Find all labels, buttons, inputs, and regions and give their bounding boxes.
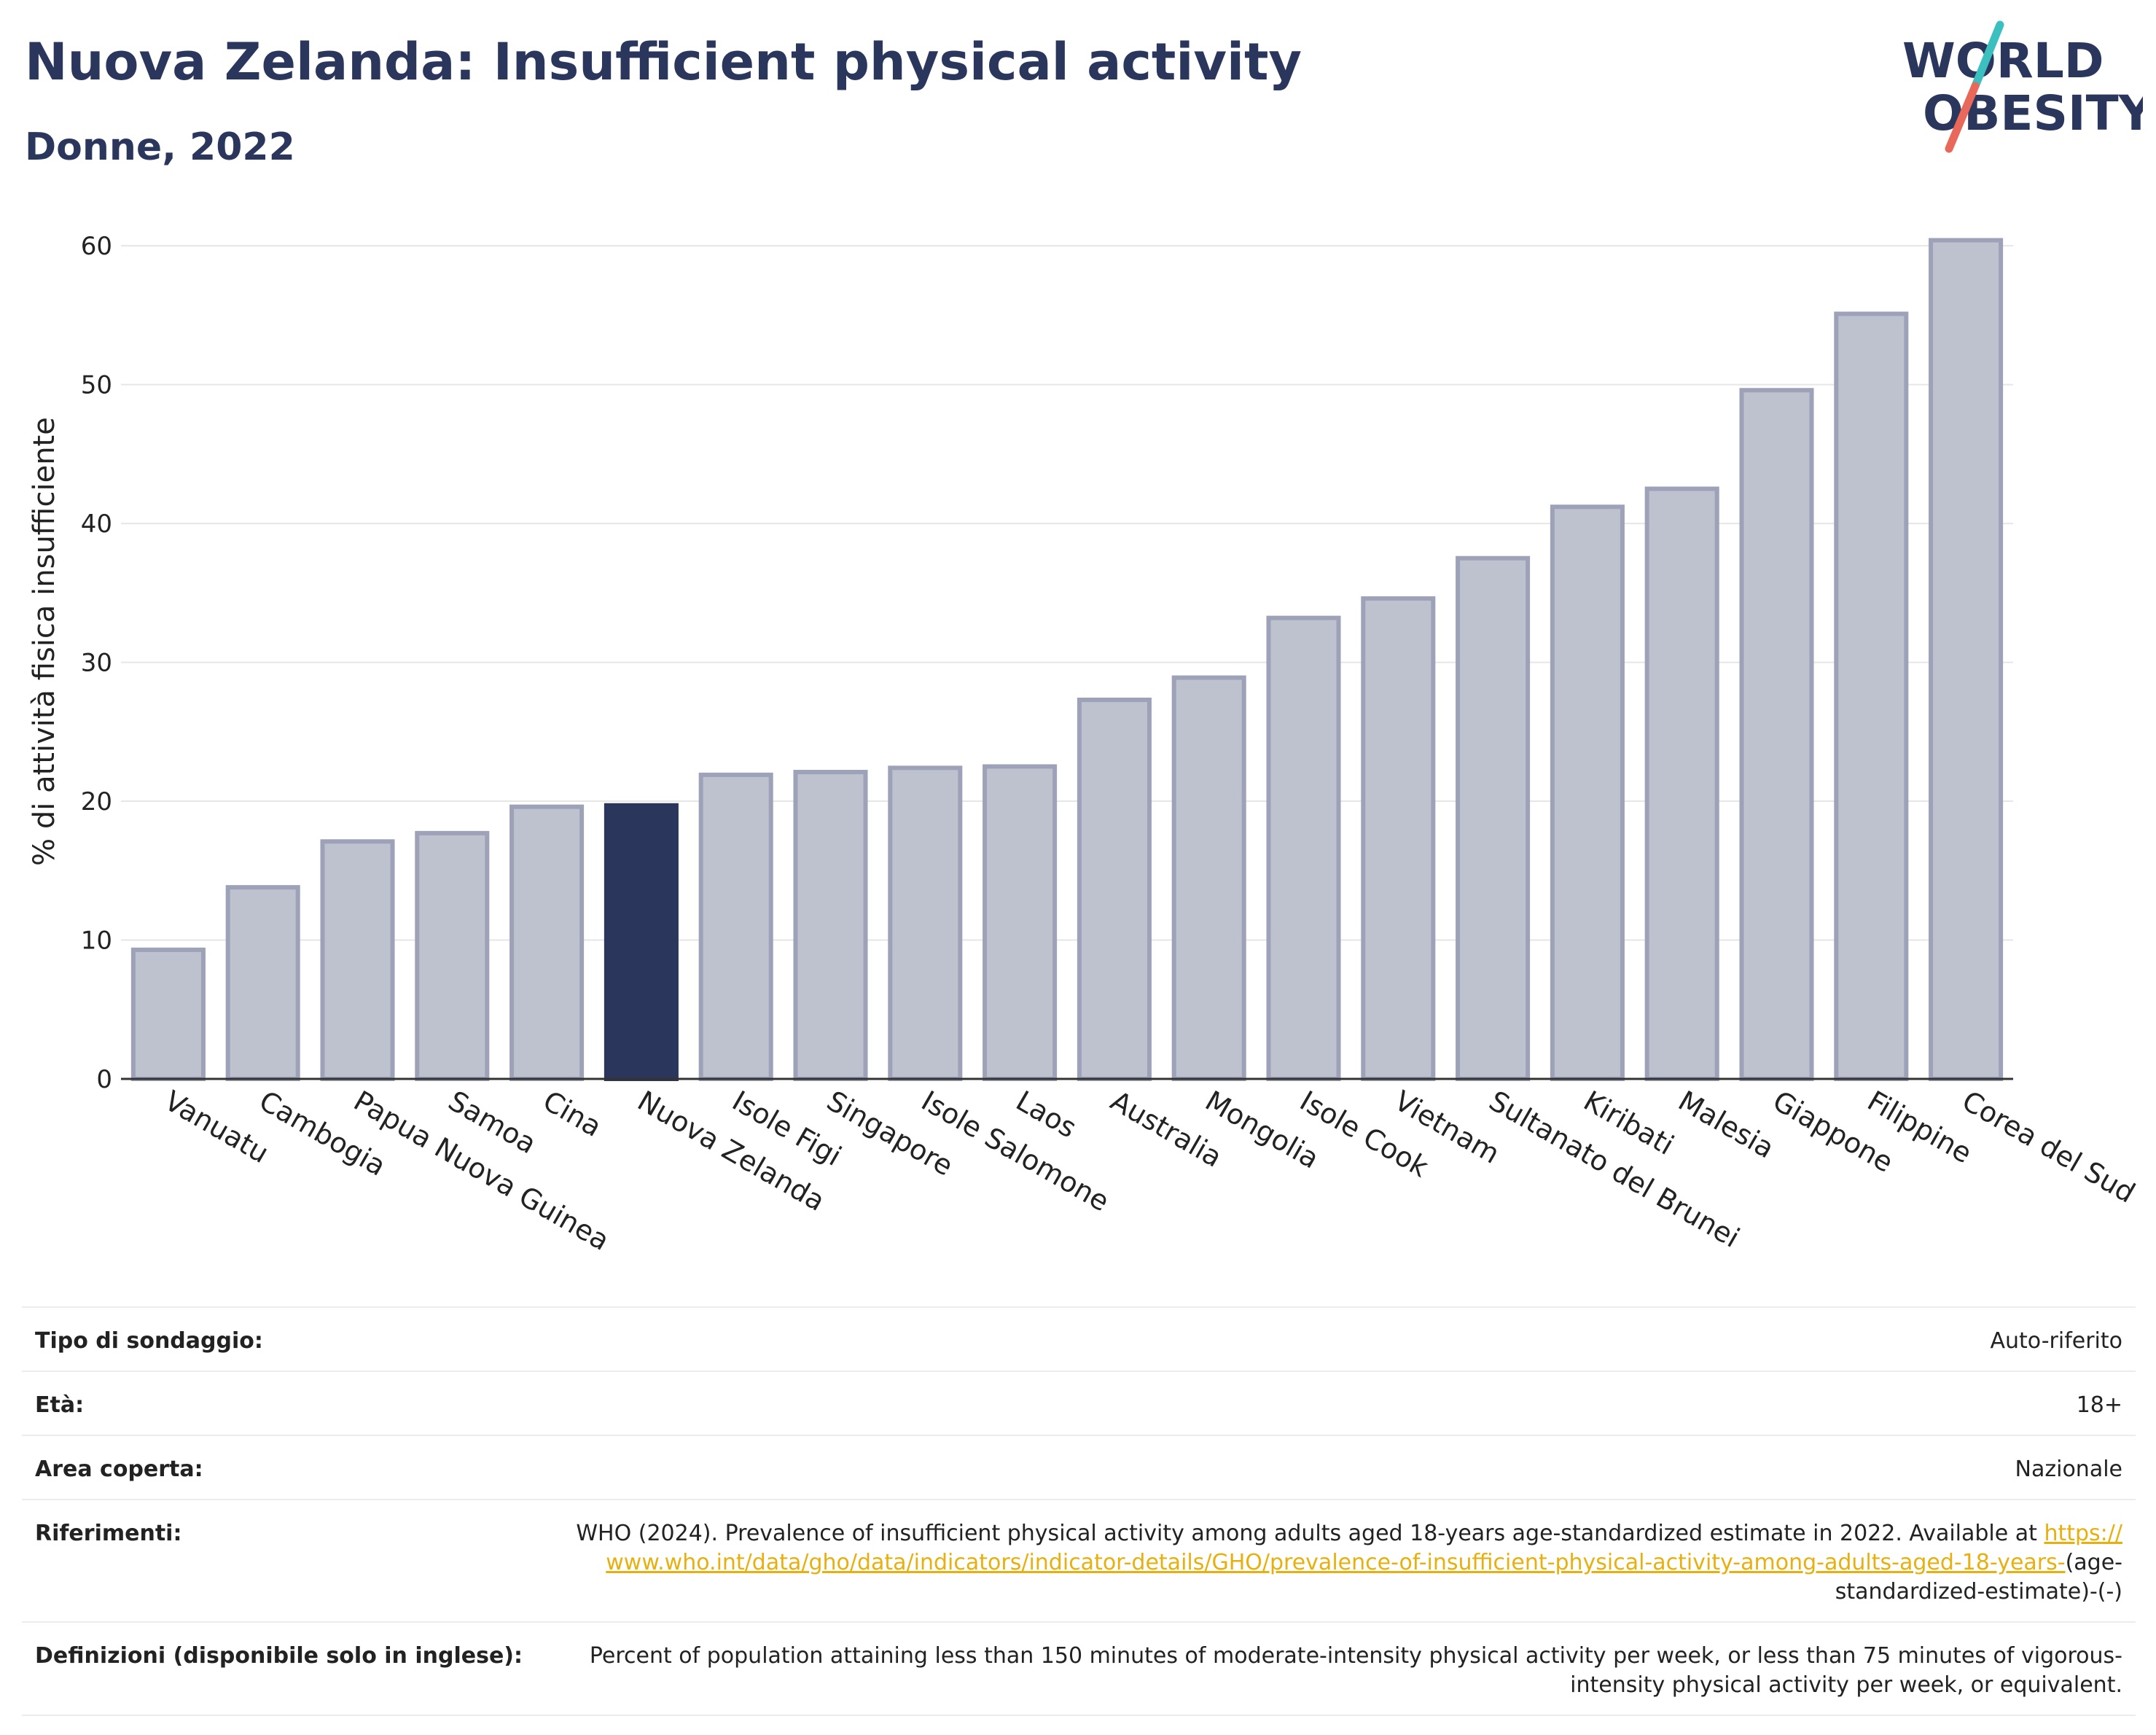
x-tick-label: Malesia (1673, 1085, 1779, 1165)
bar (1266, 615, 1341, 1081)
bar (130, 947, 206, 1082)
references-text: WHO (2024). Prevalence of insufficient p… (576, 1521, 2037, 1546)
info-key: Riferimenti: (35, 1521, 182, 1546)
bar (1739, 388, 1814, 1081)
info-value: Nazionale (2015, 1457, 2122, 1482)
info-value: Auto-riferito (1990, 1328, 2122, 1354)
bar (1171, 675, 1246, 1081)
y-axis-label: % di attività fisica insufficiente (28, 417, 61, 866)
y-tick-label: 30 (81, 649, 112, 678)
bar (509, 804, 585, 1081)
bar (1644, 486, 1719, 1081)
info-value: 18+ (2076, 1392, 2122, 1418)
logo-slash-bottom (1945, 82, 1980, 153)
page-subtitle: Donne, 2022 (25, 125, 295, 169)
info-key: Area coperta: (35, 1457, 203, 1482)
info-row-survey-type: Tipo di sondaggio: Auto-riferito (22, 1307, 2136, 1371)
logo-slash-top (1971, 20, 2004, 90)
bar (888, 765, 963, 1082)
bar (1550, 504, 1625, 1081)
info-row-references: Riferimenti: WHO (2024). Prevalence of i… (22, 1500, 2136, 1622)
references-value: WHO (2024). Prevalence of insufficient p… (547, 1500, 2136, 1622)
bar (793, 770, 868, 1081)
info-row-age: Età: 18+ (22, 1371, 2136, 1435)
bar (1361, 596, 1436, 1081)
x-tick-label: Cina (538, 1085, 607, 1143)
bar (415, 830, 490, 1082)
bar (983, 764, 1058, 1082)
bar (698, 772, 773, 1082)
x-tick-label: Corea del Sud (1957, 1085, 2141, 1209)
info-table: Tipo di sondaggio: Auto-riferito Età: 18… (22, 1306, 2136, 1716)
info-key: Definizioni (disponibile solo in inglese… (35, 1643, 523, 1669)
y-tick-label: 20 (81, 787, 112, 816)
references-suffix: (age-standardized-estimate)-(-) (1835, 1550, 2122, 1605)
bar (1077, 698, 1152, 1081)
bar-highlight (604, 803, 679, 1082)
info-row-definitions: Definizioni (disponibile solo in inglese… (22, 1622, 2136, 1715)
bar (320, 839, 395, 1082)
page-title: Nuova Zelanda: Insufficient physical act… (25, 32, 1302, 92)
y-tick-label: 40 (81, 510, 112, 539)
y-tick-label: 50 (81, 371, 112, 400)
y-tick-label: 10 (81, 927, 112, 956)
y-tick-label: 60 (81, 232, 112, 261)
bar (1456, 555, 1531, 1081)
info-key: Tipo di sondaggio: (35, 1328, 263, 1354)
info-row-area: Area coperta: Nazionale (22, 1435, 2136, 1500)
logo-line1: WORLD (1902, 33, 2104, 89)
info-value: Percent of population attaining less tha… (589, 1643, 2122, 1698)
references-link[interactable]: https://www.who.int/data/gho/data/indica… (606, 1521, 2122, 1575)
bar (225, 885, 300, 1081)
y-tick-label: 0 (96, 1065, 112, 1094)
info-key: Età: (35, 1392, 85, 1418)
x-tick-label: Vanuatu (159, 1085, 274, 1169)
bar (1929, 238, 2004, 1081)
world-obesity-logo: WORLD OBESITY (1902, 20, 2143, 153)
bar (1834, 311, 1909, 1081)
